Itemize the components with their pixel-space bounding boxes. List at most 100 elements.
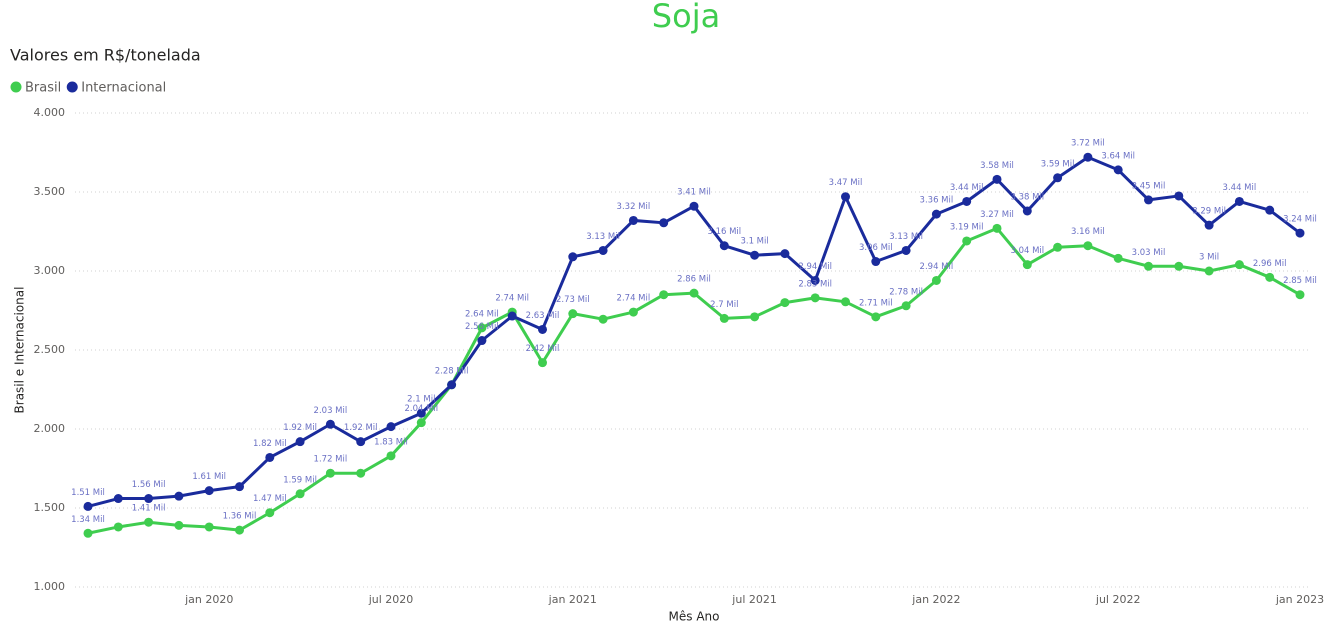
point xyxy=(265,508,275,518)
point xyxy=(841,192,850,202)
point xyxy=(689,201,699,211)
data-label: 1.92 Mil xyxy=(344,423,378,433)
x-axis-label: Mês Ano xyxy=(669,610,720,624)
point xyxy=(962,196,972,206)
y-tick-label: 2.000 xyxy=(34,422,66,435)
point xyxy=(931,209,941,219)
point xyxy=(841,297,850,307)
point xyxy=(325,419,335,429)
y-tick-label: 1.500 xyxy=(34,501,66,514)
data-label: 3.1 Mil xyxy=(740,237,768,247)
y-tick-label: 3.500 xyxy=(34,185,66,198)
data-label: 2.83 Mil xyxy=(798,279,832,289)
data-label: 2.42 Mil xyxy=(526,344,560,354)
point xyxy=(1083,152,1093,162)
point xyxy=(628,307,638,317)
point xyxy=(780,298,790,308)
point xyxy=(1144,195,1153,205)
data-label: 1.92 Mil xyxy=(283,423,317,433)
data-label: 3.44 Mil xyxy=(950,183,984,193)
data-label: 3.06 Mil xyxy=(859,243,893,253)
point xyxy=(901,301,911,311)
point xyxy=(1295,290,1305,300)
point xyxy=(1022,260,1032,270)
point xyxy=(962,236,972,246)
point xyxy=(1234,260,1244,270)
data-label: 1.51 Mil xyxy=(71,488,105,498)
point xyxy=(1113,165,1123,175)
point xyxy=(1053,173,1063,183)
point xyxy=(204,522,214,532)
point xyxy=(780,249,790,259)
point xyxy=(235,525,244,535)
point xyxy=(416,408,426,418)
data-label: 3.38 Mil xyxy=(1010,192,1044,202)
point xyxy=(113,494,123,504)
point xyxy=(1204,220,1214,230)
data-label: 2.28 Mil xyxy=(435,366,469,376)
data-label: 1.47 Mil xyxy=(253,494,287,504)
data-label: 3.13 Mil xyxy=(889,232,923,242)
data-label: 2.71 Mil xyxy=(859,298,893,308)
point xyxy=(477,336,487,346)
legend-marker xyxy=(10,81,22,93)
point xyxy=(871,312,881,322)
data-label: 2.78 Mil xyxy=(889,287,923,297)
data-label: 3.64 Mil xyxy=(1101,151,1135,161)
data-label: 3.72 Mil xyxy=(1071,139,1105,149)
point xyxy=(204,486,214,496)
data-label: 3.59 Mil xyxy=(1041,159,1075,169)
x-tick-label: jan 2023 xyxy=(1275,593,1324,606)
data-label: 3.58 Mil xyxy=(980,161,1014,171)
point xyxy=(295,437,305,447)
data-label: 1.56 Mil xyxy=(132,480,166,490)
y-tick-label: 3.000 xyxy=(34,264,66,277)
point xyxy=(83,501,93,511)
point xyxy=(1204,266,1214,276)
point xyxy=(810,275,820,285)
data-label: 2.64 Mil xyxy=(465,309,499,319)
point xyxy=(871,257,881,267)
point xyxy=(1265,205,1275,215)
data-label: 3.27 Mil xyxy=(980,210,1014,220)
point xyxy=(659,218,669,228)
point xyxy=(568,252,578,262)
y-tick-label: 4.000 xyxy=(34,106,66,119)
point xyxy=(992,223,1002,233)
point xyxy=(144,517,154,527)
data-label: 3.24 Mil xyxy=(1283,215,1317,225)
point xyxy=(1265,272,1275,282)
point xyxy=(750,250,760,260)
x-tick-label: jul 2020 xyxy=(368,593,414,606)
point xyxy=(1234,196,1244,206)
x-tick-label: jan 2021 xyxy=(548,593,597,606)
point xyxy=(598,245,608,255)
data-label: 3.16 Mil xyxy=(707,227,741,237)
point xyxy=(144,494,154,504)
data-label: 1.59 Mil xyxy=(283,475,317,485)
point xyxy=(356,437,366,447)
data-label: 1.36 Mil xyxy=(223,512,257,522)
point xyxy=(1295,228,1305,238)
point xyxy=(659,290,669,300)
data-label: 3.44 Mil xyxy=(1223,183,1257,193)
data-label: 2.85 Mil xyxy=(1283,276,1317,286)
point xyxy=(416,418,426,428)
data-label: 3.03 Mil xyxy=(1132,248,1166,258)
chart-title: Soja xyxy=(652,0,720,35)
data-label: 3.45 Mil xyxy=(1132,181,1166,191)
point xyxy=(477,323,487,333)
data-label: 3.29 Mil xyxy=(1192,207,1226,217)
point xyxy=(447,380,457,390)
chart-subtitle: Valores em R$/tonelada xyxy=(10,46,201,65)
data-label: 2.86 Mil xyxy=(677,275,711,285)
point xyxy=(174,491,184,501)
point xyxy=(1022,206,1032,216)
point xyxy=(1083,241,1093,251)
y-axis-label: Brasil e Internacional xyxy=(13,287,27,414)
data-label: 2.73 Mil xyxy=(556,295,590,305)
x-tick-label: jan 2020 xyxy=(184,593,233,606)
data-label: 2.94 Mil xyxy=(798,262,832,272)
data-label: 2.03 Mil xyxy=(314,406,348,416)
